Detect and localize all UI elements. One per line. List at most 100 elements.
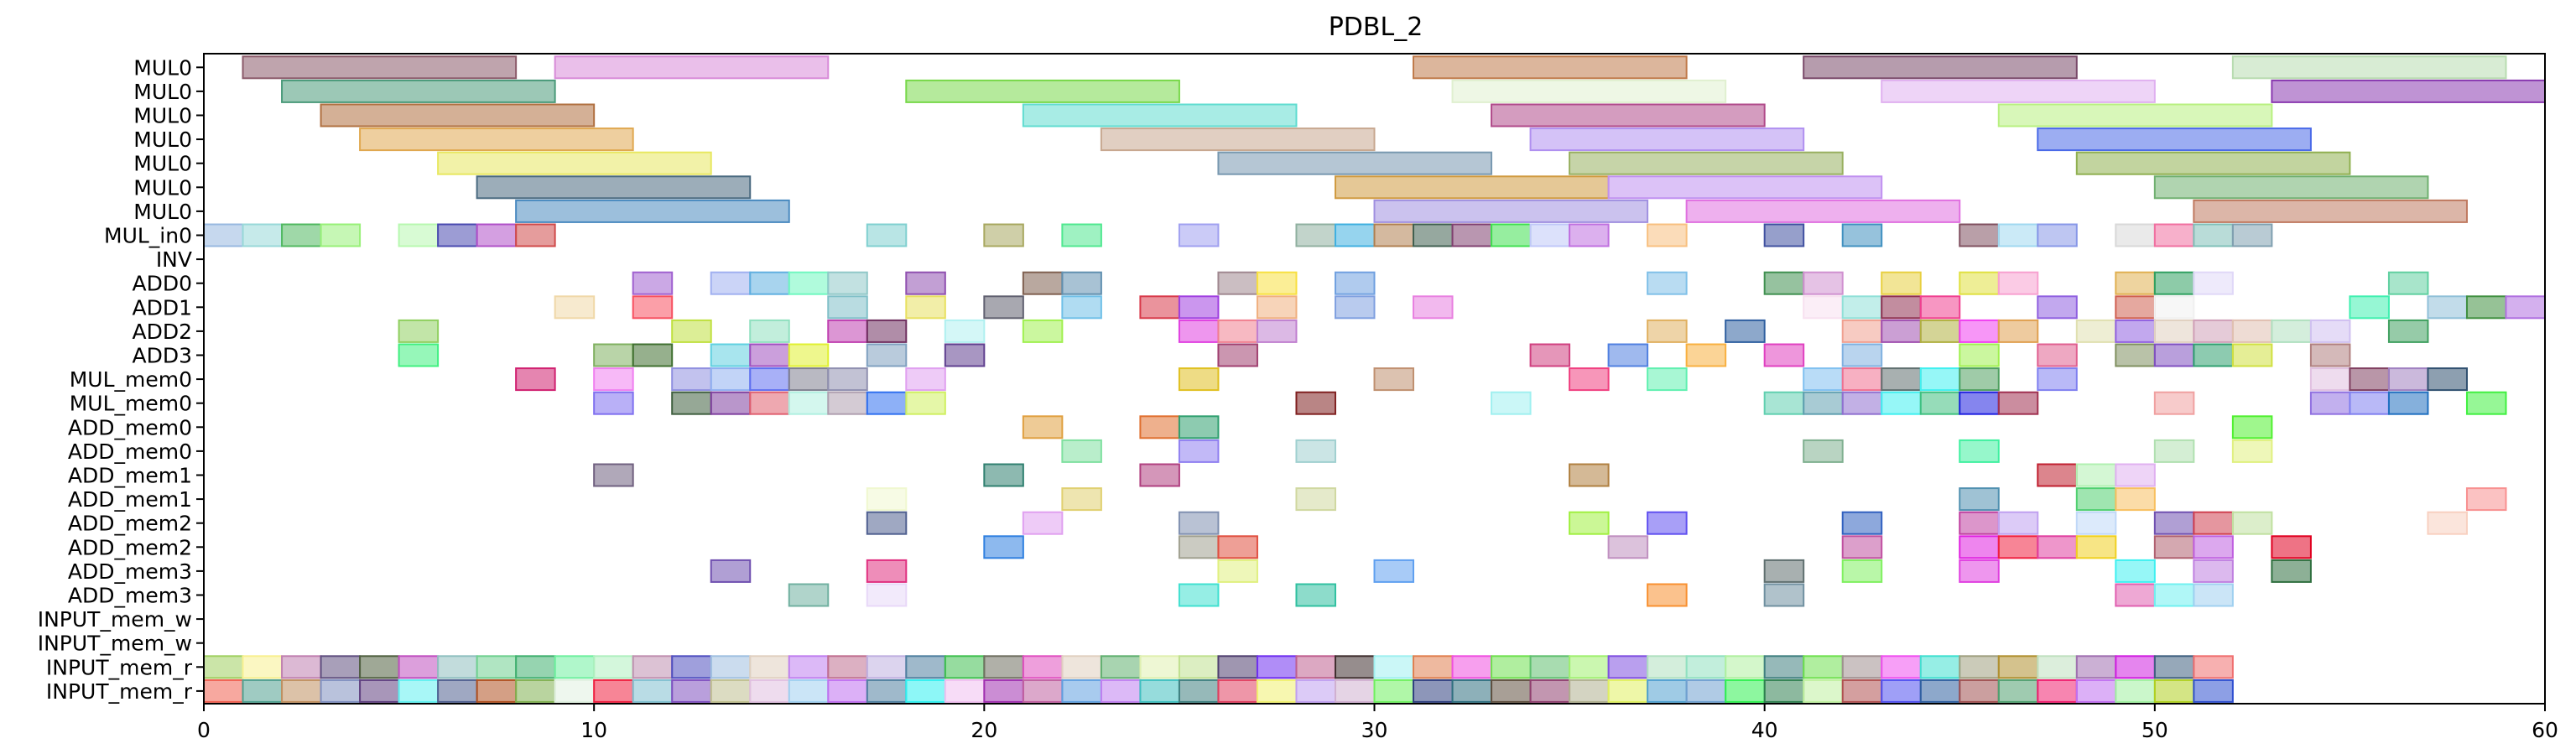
gantt-bar [2387, 391, 2429, 415]
gantt-bar [2153, 343, 2195, 367]
gantt-bar [1959, 511, 2000, 535]
gantt-bar [2115, 295, 2156, 320]
gantt-bar [2075, 511, 2117, 535]
gantt-bar [359, 655, 400, 679]
gantt-bar [1217, 535, 1258, 559]
gantt-bar [2271, 559, 2312, 583]
gantt-bar [1100, 679, 1142, 703]
gantt-bar [1529, 127, 1805, 152]
gantt-bar [515, 679, 556, 703]
gantt-bar [2271, 79, 2546, 103]
gantt-bar [632, 271, 674, 295]
y-tick-label: INPUT_mem_r [46, 655, 193, 679]
gantt-bar [1959, 319, 2000, 343]
gantt-bar [1334, 295, 1376, 320]
gantt-bar [1178, 655, 1220, 679]
gantt-bar [1763, 583, 1805, 607]
gantt-bar [749, 391, 790, 415]
gantt-bar [2037, 343, 2078, 367]
gantt-bar [2465, 487, 2507, 512]
gantt-bar [281, 223, 322, 247]
gantt-bar [710, 367, 752, 392]
gantt-bar [320, 679, 362, 703]
gantt-bar [1763, 655, 1805, 679]
gantt-bar [2231, 343, 2273, 367]
gantt-bar [749, 655, 790, 679]
gantt-bar [905, 295, 946, 320]
gantt-bar [1061, 295, 1102, 320]
gantt-bar [515, 655, 556, 679]
gantt-bar [1022, 655, 1064, 679]
gantt-bar [1763, 391, 1805, 415]
gantt-bar [1841, 679, 1883, 703]
gantt-bar [437, 679, 478, 703]
gantt-bar [1763, 559, 1805, 583]
gantt-bar [1959, 487, 2000, 512]
gantt-bar [1959, 391, 2000, 415]
gantt-bar [1763, 223, 1805, 247]
gantt-bar [281, 655, 322, 679]
gantt-bar [554, 655, 596, 679]
gantt-bar [2153, 439, 2195, 463]
gantt-bar [1803, 367, 1844, 392]
gantt-bar [866, 487, 908, 512]
gantt-bar [320, 655, 362, 679]
gantt-bar [2387, 319, 2429, 343]
y-axis-labels: MUL0MUL0MUL0MUL0MUL0MUL0MUL0MUL_in0INVAD… [38, 55, 204, 704]
gantt-bar [2037, 127, 2312, 152]
gantt-bar [866, 583, 908, 607]
gantt-bar [1997, 319, 2039, 343]
gantt-bar [1685, 679, 1727, 703]
gantt-bar [2193, 199, 2468, 223]
gantt-bar [1334, 175, 1610, 200]
gantt-bar [2231, 223, 2273, 247]
gantt-bar [1139, 679, 1180, 703]
gantt-bar [2037, 367, 2078, 392]
gantt-bar [1803, 55, 2078, 80]
gantt-bar [2075, 151, 2351, 175]
gantt-bar [2115, 463, 2156, 487]
gantt-bar [1491, 391, 1532, 415]
gantt-bar [1607, 175, 1883, 200]
gantt-bar [2153, 655, 2195, 679]
gantt-bar [2037, 655, 2078, 679]
gantt-bar [1569, 151, 1844, 175]
gantt-bar [2037, 295, 2078, 320]
gantt-bar [1997, 655, 2039, 679]
gantt-bar [2153, 271, 2195, 295]
gantt-bar [749, 271, 790, 295]
gantt-bar [1841, 367, 1883, 392]
gantt-bar [866, 343, 908, 367]
y-tick-label: ADD_mem0 [68, 439, 192, 464]
gantt-bar [2115, 655, 2156, 679]
y-tick-label: ADD_mem2 [68, 535, 192, 559]
gantt-bar [1841, 511, 1883, 535]
gantt-bar [1647, 319, 1688, 343]
gantt-bar [827, 295, 868, 320]
gantt-bar [1022, 319, 1064, 343]
gantt-bar [2115, 679, 2156, 703]
gantt-bar [242, 655, 284, 679]
gantt-bar [671, 319, 712, 343]
gantt-bar [1647, 271, 1688, 295]
y-tick-label: ADD_mem2 [68, 512, 192, 536]
gantt-bar [866, 223, 908, 247]
gantt-bar [827, 367, 868, 392]
plot-frame [203, 53, 2546, 705]
gantt-bar [2037, 463, 2078, 487]
gantt-bar [1295, 391, 1336, 415]
gantt-bar [2271, 319, 2312, 343]
gantt-bar [866, 679, 908, 703]
gantt-bar [1685, 343, 1727, 367]
gantt-bar [476, 223, 518, 247]
gantt-bar [2115, 271, 2156, 295]
y-tick-label: ADD_mem0 [68, 415, 192, 439]
gantt-bar [1763, 679, 1805, 703]
gantt-bar [788, 679, 830, 703]
gantt-bar [2075, 463, 2117, 487]
gantt-bar [944, 343, 986, 367]
gantt-bar [2193, 559, 2234, 583]
gantt-bar [359, 127, 634, 152]
gantt-bar [671, 655, 712, 679]
gantt-bar [788, 391, 830, 415]
